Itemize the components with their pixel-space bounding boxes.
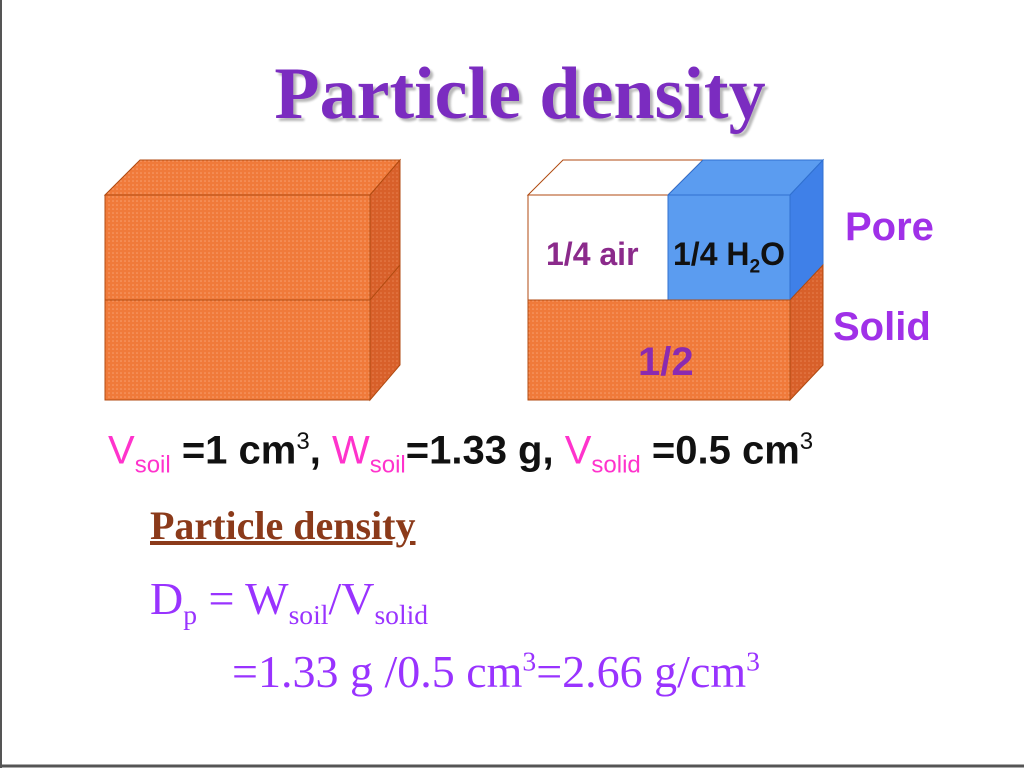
text: D — [150, 573, 184, 624]
solid-label: Solid — [833, 305, 931, 349]
superscript: 3 — [522, 645, 537, 677]
text: , — [309, 428, 332, 473]
subscript: solid — [374, 599, 429, 631]
subscript: solid — [591, 451, 641, 479]
pore-label: Pore — [845, 205, 934, 249]
text: =1.33 g, — [405, 428, 565, 473]
text: =2.66 g/cm — [536, 646, 747, 697]
text: = W — [197, 573, 289, 624]
subscript: p — [183, 599, 198, 631]
text: W — [331, 428, 370, 473]
subscript: soil — [369, 451, 406, 479]
phase-box — [526, 158, 825, 402]
formula-line: =1.33 g /0.5 cm3=2.66 g/cm3 — [232, 645, 760, 698]
air-label: 1/4 air — [546, 236, 639, 272]
text: V — [108, 428, 135, 473]
text: 1/4 H — [673, 236, 750, 272]
formula-line: Dp = Wsoil/Vsolid — [150, 572, 428, 631]
superscript: 3 — [746, 645, 760, 677]
superscript: 3 — [296, 428, 310, 455]
text: O — [760, 236, 786, 272]
subscript: 2 — [749, 256, 761, 278]
soil-box — [103, 158, 402, 402]
title: Particle density — [274, 53, 766, 135]
text: V — [564, 428, 592, 473]
text: =1.33 g /0.5 cm — [232, 646, 523, 697]
text: =0.5 cm — [640, 428, 800, 473]
subscript: soil — [134, 451, 171, 479]
text: /V — [328, 573, 375, 624]
formula-heading: Particle density — [150, 503, 416, 548]
water-label: 1/4 H2O — [673, 236, 785, 278]
subscript: soil — [288, 599, 329, 631]
superscript: 3 — [799, 428, 814, 455]
given-values: Vsoil =1 cm3, Wsoil=1.33 g, Vsolid =0.5 … — [108, 428, 813, 479]
text: =1 cm — [170, 428, 297, 473]
solid-fraction: 1/2 — [638, 340, 694, 384]
